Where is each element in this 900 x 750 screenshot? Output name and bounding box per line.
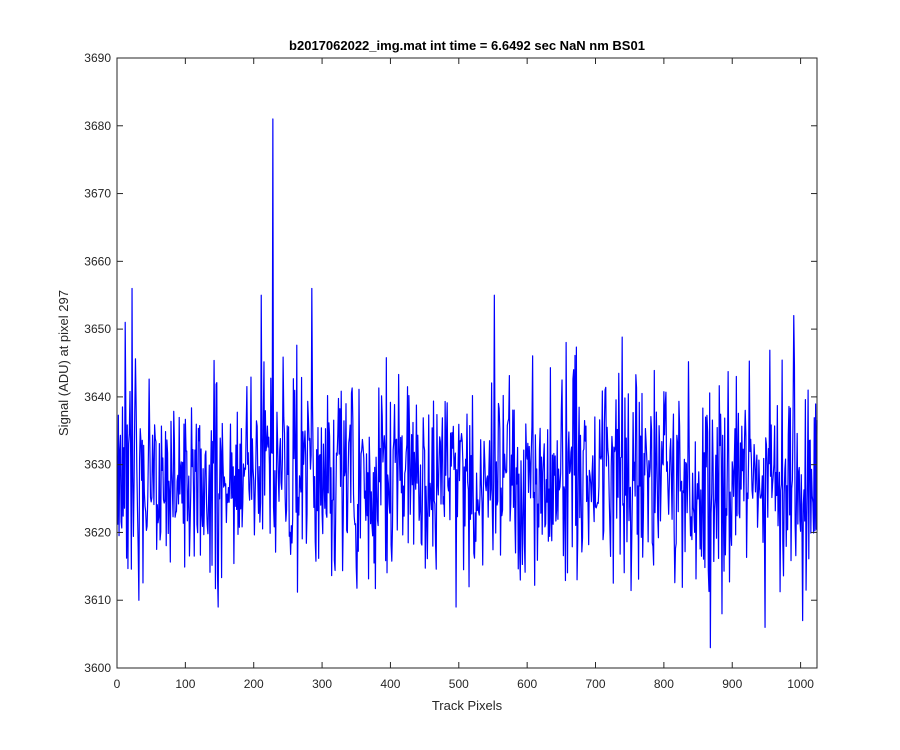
plot-border xyxy=(116,57,818,669)
x-tick-label: 300 xyxy=(312,677,332,691)
x-tick-label: 700 xyxy=(586,677,606,691)
x-tick-label: 200 xyxy=(244,677,264,691)
series-layer xyxy=(117,118,818,649)
ticks-layer: 0 100 200 300 400 500 600 700 800 900 1000 3600 3610… xyxy=(84,51,817,691)
x-tick-label: 600 xyxy=(517,677,537,691)
y-tick-label: 3670 xyxy=(84,187,111,201)
y-tick-label: 3630 xyxy=(84,458,111,472)
y-tick-label: 3640 xyxy=(84,390,111,404)
y-tick-label: 3660 xyxy=(84,254,111,268)
x-tick-label: 100 xyxy=(175,677,195,691)
x-tick-label: 1000 xyxy=(787,677,814,691)
y-axis-label: Signal (ADU) at pixel 297 xyxy=(56,290,71,436)
x-tick-label: 800 xyxy=(654,677,674,691)
x-tick-label: 0 xyxy=(114,677,121,691)
x-axis-label: Track Pixels xyxy=(432,698,503,713)
chart-title: b2017062022_img.mat int time = 6.6492 se… xyxy=(289,38,645,53)
plot-area xyxy=(117,58,817,668)
y-tick-label: 3690 xyxy=(84,51,111,65)
x-tick-label: 500 xyxy=(449,677,469,691)
y-tick-label: 3650 xyxy=(84,322,111,336)
signal-series-line xyxy=(117,118,818,649)
x-tick-label: 400 xyxy=(380,677,400,691)
y-tick-label: 3620 xyxy=(84,525,111,539)
x-tick-label: 900 xyxy=(722,677,742,691)
y-tick-label: 3610 xyxy=(84,593,111,607)
y-tick-label: 3680 xyxy=(84,119,111,133)
y-tick-label: 3600 xyxy=(84,661,111,675)
